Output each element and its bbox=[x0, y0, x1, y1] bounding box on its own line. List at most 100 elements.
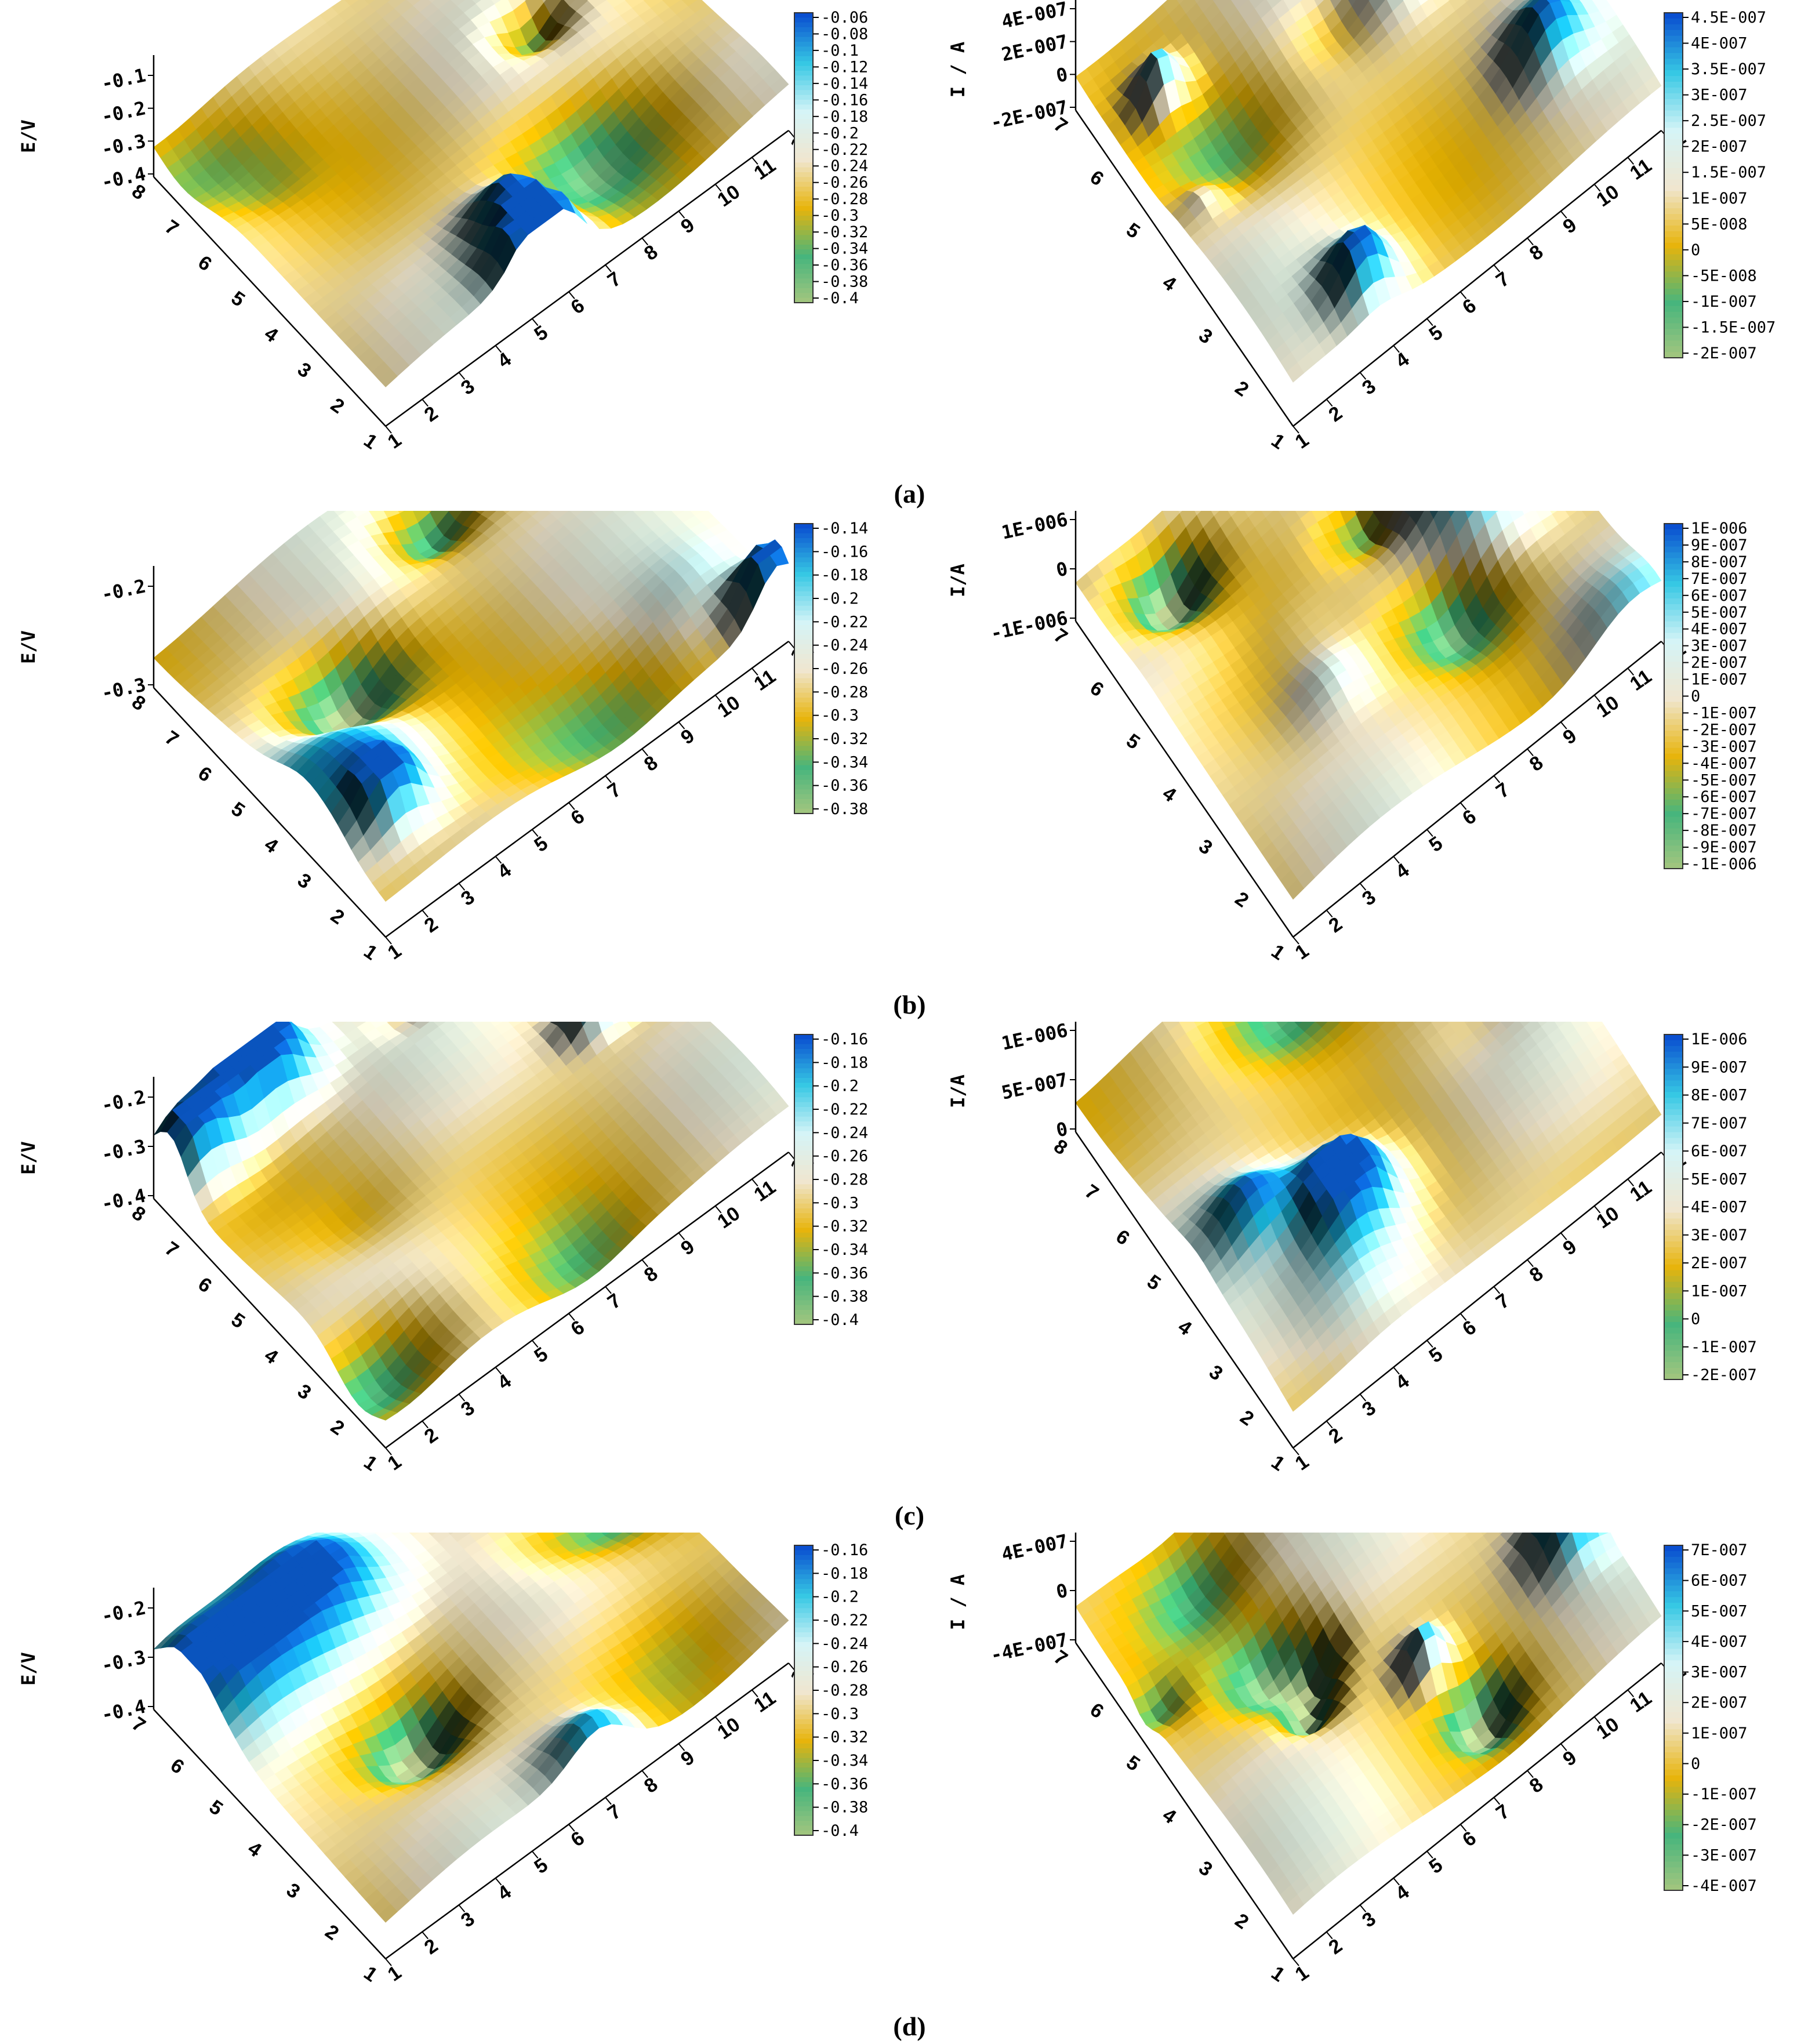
y-tick-label: 1 bbox=[1267, 429, 1288, 453]
x-tick-label: 9 bbox=[677, 725, 698, 749]
colorbar-tick-label: -1E-006 bbox=[1691, 855, 1757, 873]
x-tick-label: 5 bbox=[531, 321, 552, 346]
z-tick-label: -0.2 bbox=[99, 1085, 147, 1116]
surface-mesh bbox=[153, 1022, 789, 1421]
x-tick-label: 2 bbox=[1325, 913, 1346, 937]
colorbar-tick-label: -0.34 bbox=[821, 753, 868, 771]
colorbar-tick-label: 1.5E-007 bbox=[1691, 164, 1766, 181]
x-tick-label: 1 bbox=[1291, 429, 1313, 453]
x-tick-label: 6 bbox=[1458, 805, 1480, 830]
chart-svg: 12345678910111212345671E-0060-1E-006I/A1… bbox=[947, 511, 1757, 964]
y-tick-label: 5 bbox=[1122, 729, 1143, 754]
colorbar-tick-label: -0.2 bbox=[821, 590, 859, 608]
y-tick-label: 4 bbox=[260, 833, 282, 858]
x-tick-label: 1 bbox=[384, 429, 405, 453]
x-tick-label: 4 bbox=[493, 859, 515, 883]
x-tick-label: 6 bbox=[1458, 295, 1480, 319]
z-axis-label: E/V bbox=[17, 119, 39, 153]
x-tick-label: 8 bbox=[640, 751, 662, 776]
colorbar: -0.16 -0.18 -0.2 -0.22 -0.24 -0.26 -0.28 -0.3 -0… bbox=[794, 1541, 868, 1840]
y-tick-label: 5 bbox=[205, 1796, 227, 1820]
colorbar-tick-label: -0.38 bbox=[821, 273, 868, 291]
colorbar-tick-label: -0.34 bbox=[821, 1752, 868, 1770]
colorbar-tick-label: 5E-008 bbox=[1691, 215, 1748, 233]
z-axis-label: I/A bbox=[947, 1074, 969, 1108]
x-tick-label: 10 bbox=[713, 1202, 744, 1233]
caption-c: (c) bbox=[894, 1501, 925, 1530]
colorbar-tick-label: -2E-007 bbox=[1691, 1366, 1757, 1384]
x-tick-label: 2 bbox=[420, 913, 442, 937]
chart-b-right: 12345678910111212345671E-0060-1E-006I/A1… bbox=[909, 511, 1818, 986]
colorbar-tick-label: -0.4 bbox=[821, 1822, 859, 1840]
x-tick-label: 11 bbox=[1626, 1176, 1655, 1206]
x-tick-label: 11 bbox=[750, 1687, 780, 1717]
x-tick-label: 5 bbox=[1425, 1343, 1447, 1367]
colorbar-tick-label: -0.24 bbox=[821, 157, 868, 175]
z-tick-label: 1E-006 bbox=[1000, 511, 1070, 544]
colorbar-tick-label: 0 bbox=[1691, 1310, 1700, 1328]
colorbar-tick-label: 3E-007 bbox=[1691, 1664, 1748, 1682]
y-tick-label: 2 bbox=[1231, 1909, 1252, 1934]
y-tick-label: 3 bbox=[282, 1879, 304, 1903]
z-tick-label: -0.3 bbox=[99, 1646, 147, 1676]
colorbar-tick-label: -0.38 bbox=[821, 1799, 868, 1817]
x-tick-label: 1 bbox=[384, 1962, 405, 1986]
x-tick-label: 4 bbox=[1392, 348, 1413, 372]
x-tick-label: 8 bbox=[640, 241, 662, 265]
colorbar-tick-label: 1E-006 bbox=[1691, 1030, 1748, 1048]
z-axis-label: I / A bbox=[947, 42, 969, 97]
y-tick-label: 6 bbox=[1086, 677, 1108, 701]
colorbar-tick-label: -9E-007 bbox=[1691, 838, 1757, 856]
colorbar-tick-label: 2E-007 bbox=[1691, 138, 1748, 156]
z-tick-label: 4E-007 bbox=[1000, 1533, 1070, 1566]
colorbar-tick-label: 2E-007 bbox=[1691, 654, 1748, 672]
colorbar-tick-label: -0.14 bbox=[821, 520, 868, 538]
colorbar-tick-label: -0.22 bbox=[821, 1101, 868, 1119]
colorbar-tick-label: 3E-007 bbox=[1691, 637, 1748, 655]
y-tick-label: 3 bbox=[293, 358, 315, 383]
colorbar-tick-label: -0.3 bbox=[821, 707, 859, 725]
y-tick-label: 5 bbox=[227, 287, 249, 311]
colorbar-tick-label: -0.16 bbox=[821, 543, 868, 561]
surface-mesh bbox=[153, 1533, 789, 1923]
y-tick-label: 1 bbox=[360, 1962, 381, 1986]
x-tick-label: 4 bbox=[493, 1880, 515, 1905]
colorbar-tick-label: -0.18 bbox=[821, 567, 868, 584]
x-tick-label: 3 bbox=[457, 886, 478, 910]
z-tick-label: 0 bbox=[1054, 1117, 1070, 1141]
colorbar-tick-label: 8E-007 bbox=[1691, 553, 1748, 571]
y-tick-label: 1 bbox=[360, 1451, 381, 1475]
y-tick-label: 6 bbox=[1112, 1225, 1134, 1250]
x-tick-label: 7 bbox=[1492, 1800, 1513, 1824]
x-tick-label: 7 bbox=[1492, 778, 1513, 803]
y-tick-label: 4 bbox=[1159, 271, 1180, 296]
z-tick-label: -0.3 bbox=[99, 1135, 147, 1166]
colorbar-tick-label: -0.22 bbox=[821, 1611, 868, 1629]
colorbar-tick-label: 2E-007 bbox=[1691, 1694, 1748, 1712]
x-tick-label: 9 bbox=[677, 214, 698, 238]
colorbar-tick-label: -0.1 bbox=[821, 42, 859, 60]
colorbar-tick-label: -0.28 bbox=[821, 1682, 868, 1700]
colorbar-tick-label: 3E-007 bbox=[1691, 1226, 1748, 1244]
z-tick-label: 0 bbox=[1054, 557, 1070, 581]
x-tick-label: 4 bbox=[493, 348, 515, 372]
colorbar-tick-label: -0.26 bbox=[821, 660, 868, 678]
colorbar-tick-label: -2E-007 bbox=[1691, 1816, 1757, 1834]
x-tick-label: 4 bbox=[1392, 1880, 1413, 1905]
colorbar-tick-label: -0.16 bbox=[821, 91, 868, 109]
colorbar-tick-label: 2E-007 bbox=[1691, 1254, 1748, 1272]
x-tick-label: 8 bbox=[1526, 751, 1547, 776]
x-tick-label: 9 bbox=[1559, 214, 1581, 238]
x-tick-label: 5 bbox=[531, 1854, 552, 1878]
figure-row-d: 1234567891011121234567-0.2-0.3-0.4E/V-0.… bbox=[0, 1533, 1819, 2043]
colorbar-tick-label: -0.26 bbox=[821, 1658, 868, 1676]
surface-mesh bbox=[1075, 1533, 1662, 1915]
colorbar-tick-label: -0.16 bbox=[821, 1030, 868, 1048]
colorbar-tick-label: -0.18 bbox=[821, 1564, 868, 1582]
y-tick-label: 1 bbox=[360, 429, 381, 453]
colorbar-tick-label: 9E-007 bbox=[1691, 1058, 1748, 1076]
z-tick-label: 5E-007 bbox=[1000, 1068, 1070, 1103]
x-tick-label: 11 bbox=[1626, 1687, 1655, 1717]
x-tick-label: 6 bbox=[1458, 1316, 1480, 1341]
x-tick-label: 6 bbox=[567, 805, 589, 830]
